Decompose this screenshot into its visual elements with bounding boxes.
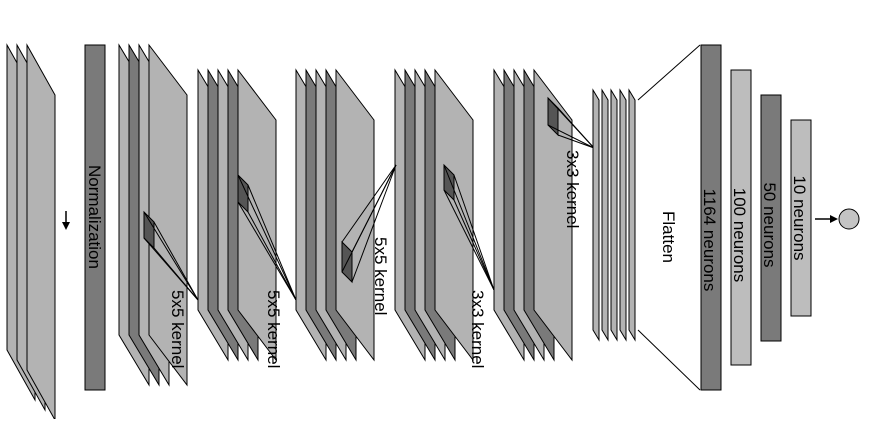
output-arrow	[815, 215, 838, 223]
normalization-bar	[84, 44, 106, 391]
fc1-label: 1164 neurons	[700, 189, 719, 292]
conv5-stack-plane	[533, 68, 573, 362]
kernel-label-conv5: 3x3 kernel	[563, 150, 582, 228]
kernel-label-conv2: 5x5 kernel	[264, 290, 283, 368]
conv2-stack	[197, 68, 277, 362]
conv5-stack	[493, 68, 573, 362]
input-plane	[26, 43, 56, 422]
flatten-plane	[628, 88, 636, 342]
input-image-stack	[6, 43, 56, 422]
conv4-stack-plane	[434, 68, 474, 362]
flatten-label: Flatten	[659, 211, 678, 263]
kernel-wedge-conv4	[443, 163, 495, 291]
conv3-stack-plane	[335, 68, 375, 362]
normalization-layer: Normalization	[84, 44, 106, 391]
normalization-label: Normalization	[85, 165, 104, 269]
fc3-label: 50 neurons	[760, 182, 779, 267]
fc2-label: 100 neurons	[730, 188, 749, 283]
flatten-plane	[592, 88, 600, 342]
fc-layer-10: 10 neurons	[790, 119, 812, 317]
flatten-plane	[610, 88, 618, 342]
conv1-stack	[118, 43, 188, 387]
conv4-stack	[394, 68, 474, 362]
flatten-projection: Flatten	[637, 44, 701, 391]
kernel-projections	[143, 96, 595, 301]
kernel-wedge-conv1	[143, 210, 199, 301]
output-node	[838, 208, 860, 230]
kernel-wedge-conv2	[237, 173, 297, 301]
fc4-label: 10 neurons	[790, 175, 809, 260]
kernel-label-conv1: 5x5 kernel	[168, 290, 187, 368]
kernel-wedge-conv3	[341, 164, 397, 284]
kernel-label-conv3: 5x5 kernel	[371, 237, 390, 315]
fc-layer-100: 100 neurons	[730, 69, 752, 366]
conv3-stack	[295, 68, 375, 362]
flatten-planes	[592, 88, 636, 342]
input-arrow	[62, 211, 70, 230]
fc-layer-50: 50 neurons	[760, 94, 782, 342]
fc-layer-1164: 1164 neurons	[700, 44, 722, 391]
kernel-wedge-conv5	[547, 96, 595, 149]
flatten-plane	[601, 88, 609, 342]
conv-stacks	[118, 43, 573, 387]
kernel-label-conv4: 3x3 kernel	[468, 290, 487, 368]
flatten-plane	[619, 88, 627, 342]
